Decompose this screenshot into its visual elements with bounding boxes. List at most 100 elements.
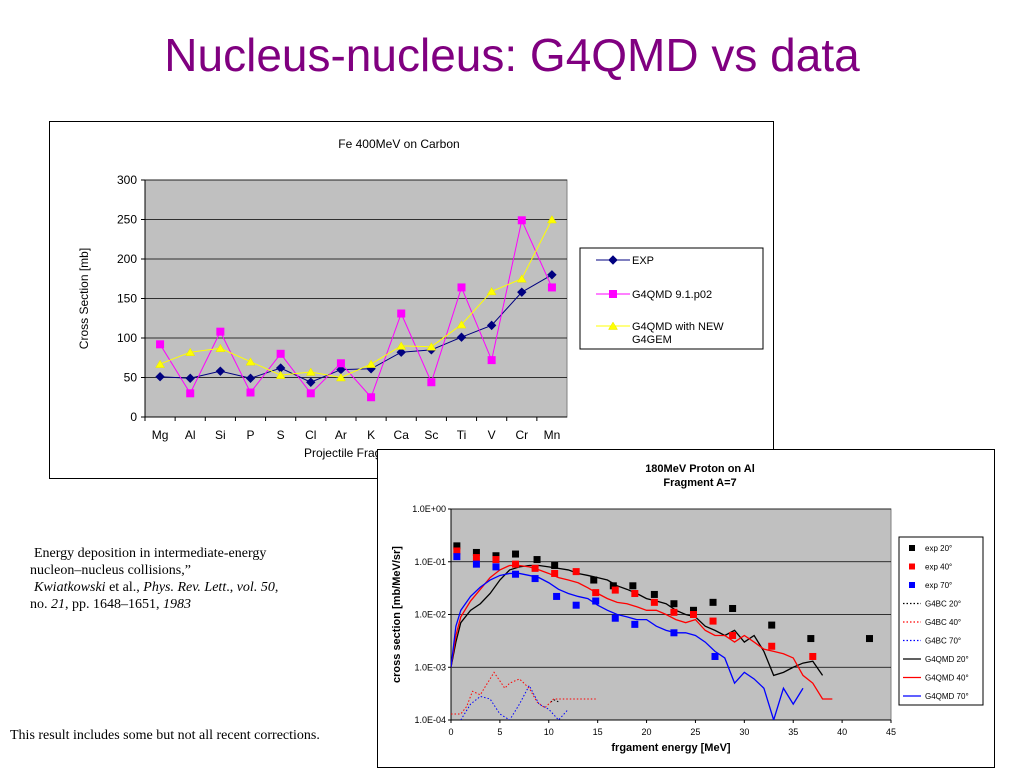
chart2-xtick-label: 5 (497, 727, 502, 737)
chart2-xtick-label: 45 (886, 727, 896, 737)
chart1-point-g4qmd-with-new-g4gem (486, 286, 497, 296)
chart1-point-g4qmd-9-1-p02 (457, 283, 466, 292)
chart1-point-exp (486, 320, 497, 331)
proton-al-chart-svg: 180MeV Proton on Al Fragment A=7 1.0E-04 1.… (391, 463, 984, 754)
chart1-point-g4qmd-with-new-g4gem (305, 367, 316, 376)
chart2-legend-marker (909, 545, 915, 551)
chart2-point-exp-70 (572, 601, 580, 609)
chart1-xtick-label: Cr (515, 428, 528, 442)
chart2-point-exp-70 (472, 560, 480, 568)
chart1-ytick-label: 300 (117, 173, 137, 187)
chart1-ytick-label: 50 (124, 371, 138, 385)
chart1-point-g4qmd-with-new-g4gem (426, 342, 437, 351)
chart2-xtick-label: 10 (544, 727, 554, 737)
chart2-point-exp-20 (650, 590, 658, 598)
chart1-point-exp (155, 372, 165, 382)
chart1-xtick-label: Si (215, 428, 226, 442)
proton-al-chart: 180MeV Proton on Al Fragment A=7 1.0E-04 1.… (377, 449, 995, 768)
chart2-ytick-label: 1.0E-03 (414, 662, 446, 672)
chart2-point-exp-40 (611, 586, 619, 594)
chart2-legend-label: exp 70° (925, 581, 952, 590)
chart1-series-line-exp (160, 274, 553, 383)
chart1-legend-marker (609, 290, 617, 298)
chart2-series-line-g4bc-70 (460, 684, 569, 720)
chart2-point-exp-20 (609, 582, 617, 590)
chart2-xtick-label: 30 (739, 727, 749, 737)
chart2-point-exp-40 (453, 547, 461, 555)
chart2-point-exp-40 (531, 564, 539, 572)
chart1-point-exp (547, 270, 557, 280)
chart2-point-exp-70 (711, 652, 719, 660)
chart1-point-g4qmd-9-1-p02 (216, 327, 225, 336)
chart1-xtick-label: Ti (457, 428, 467, 442)
chart2-point-exp-20 (729, 604, 737, 612)
chart2-legend-label: G4QMD 20° (925, 655, 969, 664)
chart2-point-exp-70 (492, 563, 500, 571)
citation-year: 1983 (163, 597, 191, 612)
chart2-point-exp-40 (631, 590, 639, 598)
chart1-point-g4qmd-9-1-p02 (186, 389, 195, 398)
chart1-point-exp (306, 377, 316, 387)
citation-no-prefix: no. (30, 597, 51, 612)
chart2-legend-label: exp 40° (925, 563, 952, 572)
chart2-point-exp-70 (670, 629, 678, 637)
chart2-series-line-g4bc-40 (451, 671, 596, 715)
chart2-point-exp-20 (512, 550, 520, 558)
chart1-point-g4qmd-9-1-p02 (487, 356, 496, 365)
chart2-point-exp-20 (590, 576, 598, 584)
chart2-point-exp-70 (531, 575, 539, 583)
chart2-series-line-g4qmd-70 (451, 572, 804, 720)
chart1-point-g4qmd-with-new-g4gem (275, 370, 286, 379)
citation-pages: , pp. 1648–1651, (65, 597, 163, 612)
chart1-point-g4qmd-9-1-p02 (246, 388, 255, 397)
chart1-point-exp (396, 347, 406, 357)
chart1-xtick-label: Cl (305, 428, 316, 442)
chart2-point-exp-20 (492, 552, 500, 560)
slide-title: Nucleus-nucleus: G4QMD vs data (164, 29, 860, 81)
chart2-point-exp-20 (551, 561, 559, 569)
chart1-point-exp (517, 287, 527, 297)
chart2-xtick-label: 20 (642, 727, 652, 737)
chart2-point-exp-40 (670, 608, 678, 616)
chart2-point-exp-20 (670, 600, 678, 608)
chart2-point-exp-40 (650, 598, 658, 606)
chart1-point-g4qmd-with-new-g4gem (335, 373, 346, 382)
chart2-xtick-label: 35 (788, 727, 798, 737)
chart2-point-exp-20 (768, 621, 776, 629)
citation-line2: nucleon–nucleus collisions,” (30, 563, 191, 578)
fe-carbon-chart-svg: Fe 400MeV on Carbon 0 50 100 150 200 250 300 Mg A… (77, 137, 764, 460)
chart1-legend-label: G4GEM (632, 334, 672, 346)
chart1-ytick-label: 100 (117, 331, 137, 345)
chart2-point-exp-70 (592, 597, 600, 605)
chart1-xtick-label: Ca (394, 428, 410, 442)
chart2-xtick-label: 25 (690, 727, 700, 737)
chart1-xtick-label: S (277, 428, 285, 442)
chart2-point-exp-40 (689, 611, 697, 618)
chart2-legend-marker (909, 563, 915, 570)
citation: Energy deposition in intermediate-energy… (30, 545, 370, 613)
chart1-ytick-label: 250 (117, 213, 137, 227)
chart1-legend-label: G4QMD with NEW (632, 321, 724, 333)
chart1-point-g4qmd-9-1-p02 (306, 389, 315, 398)
chart2-legend-marker (909, 582, 915, 588)
chart2-plot-group (451, 542, 873, 720)
citation-journal: Phys. Rev. Lett (143, 580, 227, 595)
chart2-point-exp-20 (472, 548, 480, 556)
citation-sep2: , (274, 580, 279, 595)
chart2-point-exp-40 (729, 631, 737, 639)
chart2-title: 180MeV Proton on Al (645, 463, 755, 475)
chart1-point-g4qmd-with-new-g4gem (215, 343, 226, 353)
chart2-point-exp-20 (807, 635, 815, 643)
chart2-title: Fragment A=7 (663, 477, 736, 489)
chart2-ytick-label: 1.0E+00 (412, 504, 446, 514)
chart2-point-exp-70 (631, 620, 639, 628)
chart2-point-exp-70 (611, 614, 619, 622)
chart1-xtick-label: Mg (152, 428, 169, 442)
chart2-point-exp-40 (512, 560, 520, 568)
chart1-point-exp (456, 332, 467, 342)
chart2-series-line-g4bc-20 (550, 699, 559, 703)
chart1-legend-label: G4QMD 9.1.p02 (632, 289, 712, 301)
chart2-point-exp-40 (709, 617, 717, 625)
chart1-ytick-label: 200 (117, 252, 137, 266)
chart1-ytick-label: 150 (117, 292, 137, 306)
